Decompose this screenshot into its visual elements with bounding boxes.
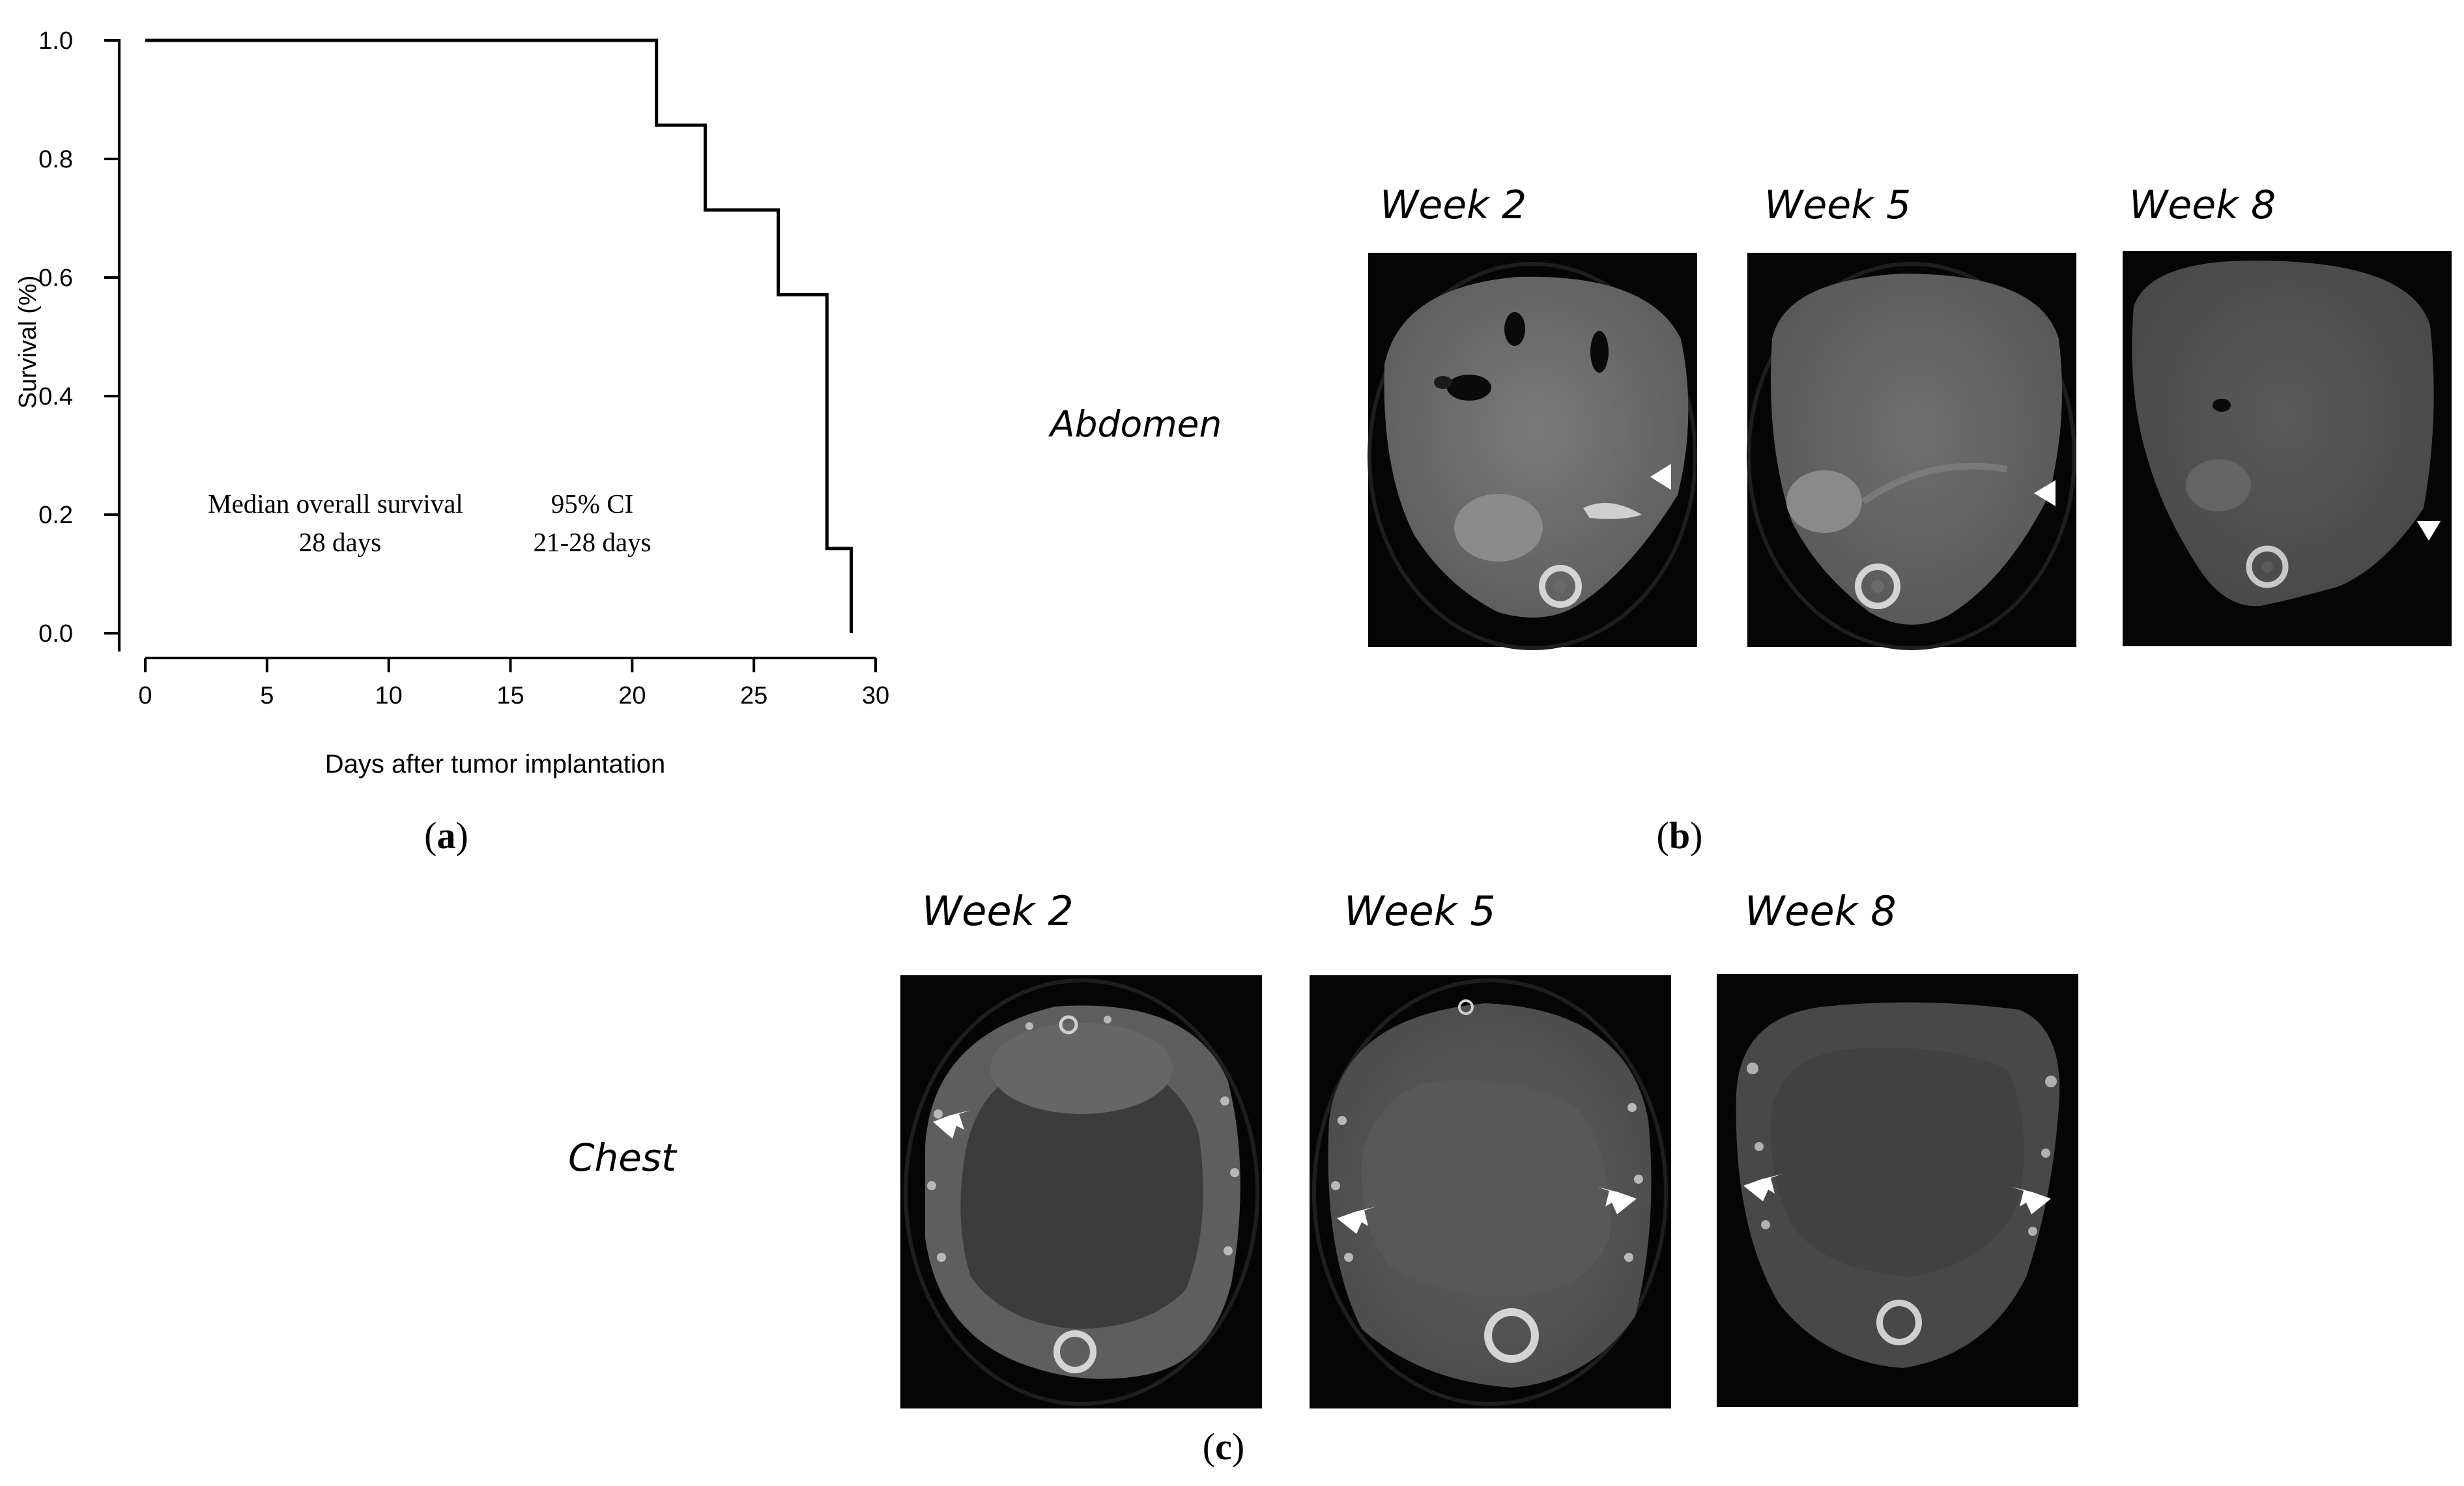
y-axis-ticks: 0.0 0.2 0.4 0.6 0.8 1.0 xyxy=(38,27,119,648)
y-tick-label: 1.0 xyxy=(38,27,73,55)
abdomen-week-8-label: Week 8 xyxy=(2129,182,2276,228)
chest-week-8-label: Week 8 xyxy=(1745,887,1897,935)
abdomen-week-8-scan xyxy=(2123,251,2452,646)
chest-week-2-label: Week 2 xyxy=(922,887,1074,935)
x-tick-label: 20 xyxy=(618,682,646,709)
y-tick-label: 0.2 xyxy=(38,502,73,529)
survival-chart: 0.0 0.2 0.4 0.6 0.8 1.0 0 5 10 15 20 25 30 Survival… xyxy=(14,27,889,779)
panel-label-c: (c) xyxy=(1203,1425,1244,1468)
series-layer xyxy=(145,38,853,633)
abdomen-label: Abdomen xyxy=(1048,403,1222,445)
abdomen-week-8-arrowhead xyxy=(2417,521,2441,541)
chest-week-2-arrow xyxy=(933,1110,971,1139)
chest-week-5-scan xyxy=(1310,975,1671,1408)
x-axis-ticks: 0 5 10 15 20 25 30 xyxy=(138,658,889,709)
abdomen-week-5-scan xyxy=(1747,253,2076,650)
x-tick-label: 10 xyxy=(375,682,403,709)
chest-week-5-label: Week 5 xyxy=(1344,887,1496,935)
x-tick-label: 15 xyxy=(496,682,524,709)
x-tick-label: 30 xyxy=(862,682,889,709)
y-tick-label: 0.6 xyxy=(38,264,73,292)
median-survival-label: Median overall survival xyxy=(208,489,463,519)
chest-week-5-arrow-right xyxy=(1597,1187,1637,1214)
abdomen-week-2-scan xyxy=(1368,253,1697,650)
survival-curve xyxy=(145,38,853,633)
abdomen-week-2-arrowhead xyxy=(1650,464,1671,490)
y-tick-label: 0.0 xyxy=(38,620,73,648)
ci-label: 95% CI xyxy=(551,489,633,519)
y-tick-label: 0.8 xyxy=(38,146,73,173)
abdomen-week-2-label: Week 2 xyxy=(1380,182,1526,228)
chest-week-8-scan xyxy=(1717,974,2078,1407)
ci-value: 21-28 days xyxy=(533,527,651,557)
x-tick-label: 25 xyxy=(740,682,767,709)
chest-week-8-arrow-right xyxy=(2012,1187,2051,1214)
chest-label: Chest xyxy=(568,1136,678,1180)
y-tick-label: 0.4 xyxy=(38,383,73,410)
x-axis-label: Days after tumor implantation xyxy=(325,750,665,779)
panel-label-a: (a) xyxy=(424,814,468,857)
chest-week-2-scan xyxy=(900,975,1262,1408)
x-tick-label: 5 xyxy=(260,682,274,709)
abdomen-week-5-arrowhead xyxy=(2034,480,2056,506)
chest-week-5-arrow-left xyxy=(1337,1207,1376,1234)
panel-label-b: (b) xyxy=(1657,814,1703,857)
y-axis-label: Survival (%) xyxy=(14,276,42,409)
abdomen-week-5-label: Week 5 xyxy=(1764,182,1911,228)
chest-week-8-arrow-left xyxy=(1743,1174,1783,1201)
x-tick-label: 0 xyxy=(138,682,152,709)
median-survival-value: 28 days xyxy=(299,527,381,557)
